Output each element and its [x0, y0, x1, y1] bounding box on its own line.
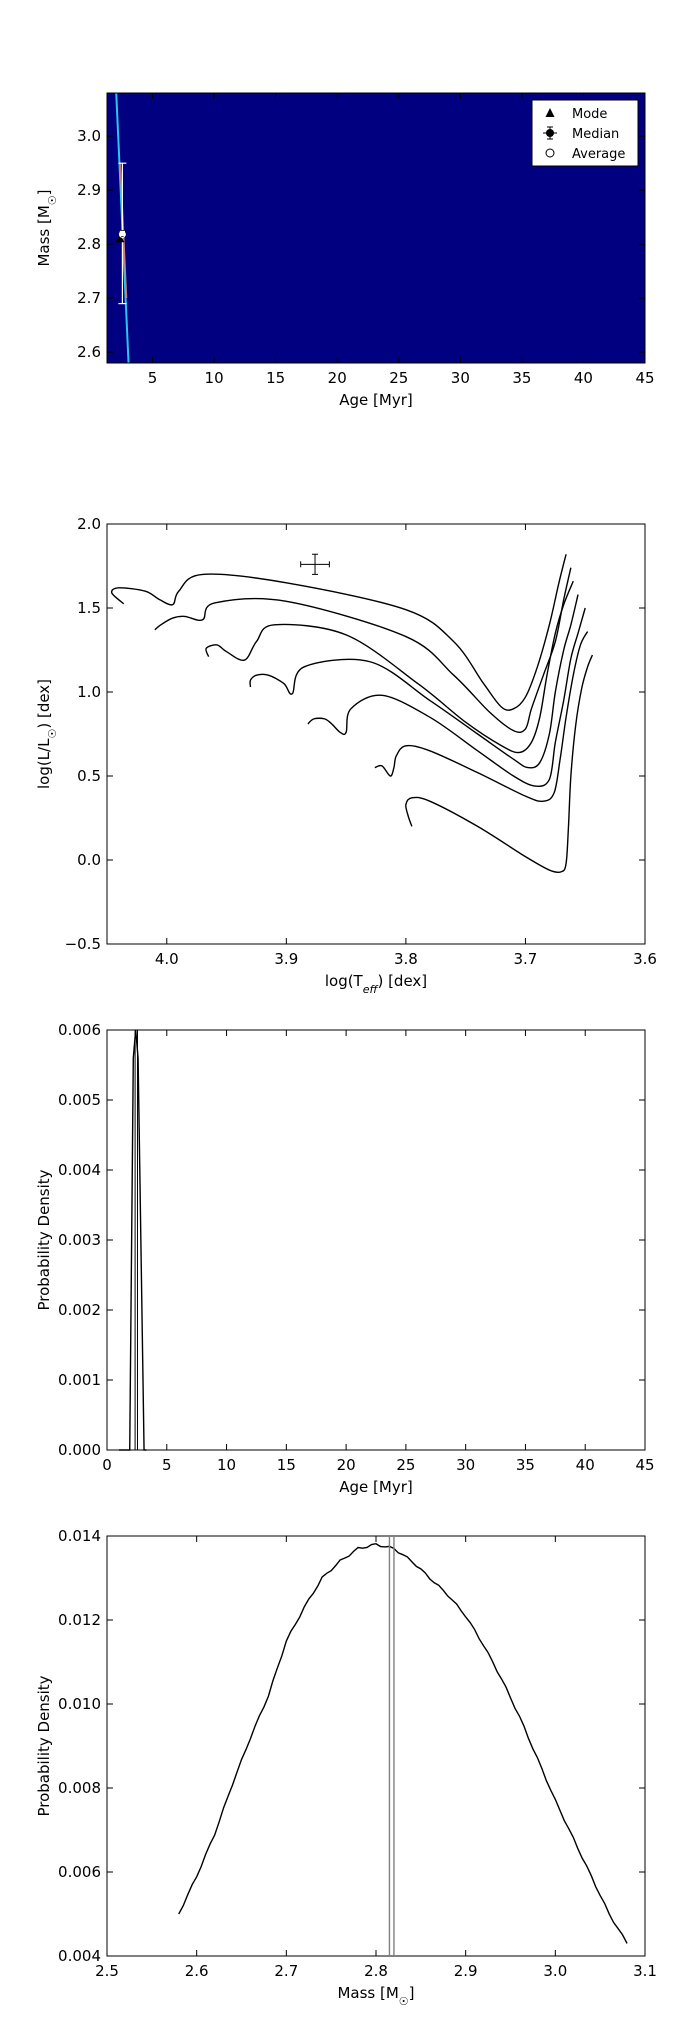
x-tick-label: 2.8 — [364, 1962, 388, 1980]
y-tick-label: 0.014 — [58, 1527, 101, 1545]
plot-frame — [106, 92, 646, 364]
x-tick-label: 3.8 — [394, 950, 418, 968]
y-tick-label: 2.8 — [77, 235, 101, 253]
y-tick-label: 0.006 — [58, 1863, 101, 1881]
legend-average-symbol — [545, 148, 555, 158]
y-tick-label: 2.0 — [77, 515, 101, 533]
x-tick-label: 3.1 — [633, 1962, 657, 1980]
evolutionary-track-3 — [205, 580, 574, 754]
y-tick-label: 2.6 — [77, 343, 101, 361]
y-axis-label: Mass [M☉] — [35, 189, 59, 266]
legend-median-symbol — [546, 129, 554, 137]
y-tick-label: 0.0 — [77, 851, 101, 869]
x-axis-label: log(Teff) [dex] — [325, 972, 427, 996]
y-tick-label: 0.005 — [58, 1091, 101, 1109]
y-tick-label: 1.0 — [77, 683, 101, 701]
y-tick-label: 0.006 — [58, 1021, 101, 1039]
evolutionary-track-4 — [249, 594, 579, 769]
x-tick-label: 3.6 — [633, 950, 657, 968]
plot-frame — [106, 523, 646, 945]
y-tick-label: 0.004 — [58, 1947, 101, 1965]
y-tick-label: 0.003 — [58, 1231, 101, 1249]
x-tick-label: 0 — [102, 1456, 112, 1474]
x-tick-label: 20 — [328, 369, 347, 387]
y-tick-label: 0.010 — [58, 1695, 101, 1713]
evolutionary-track-5 — [307, 607, 586, 787]
x-tick-label: 5 — [162, 1456, 172, 1474]
legend-mode-symbol — [545, 108, 555, 117]
x-tick-label: 2.9 — [454, 1962, 478, 1980]
x-axis-label: Age [Myr] — [339, 391, 412, 409]
x-tick-label: 15 — [277, 1456, 296, 1474]
x-tick-label: 3.9 — [274, 950, 298, 968]
y-axis-label: Probability Density — [35, 1169, 53, 1310]
y-tick-label: −0.5 — [65, 935, 101, 953]
x-tick-label: 45 — [635, 1456, 654, 1474]
x-tick-label: 25 — [389, 369, 408, 387]
y-tick-label: 0.001 — [58, 1371, 101, 1389]
y-tick-label: 0.5 — [77, 767, 101, 785]
x-tick-label: 35 — [512, 369, 531, 387]
x-tick-label: 35 — [516, 1456, 535, 1474]
y-tick-label: 1.5 — [77, 599, 101, 617]
x-tick-label: 25 — [396, 1456, 415, 1474]
mass-age-heatmap-panel: 5 10 15 20 25 30 35 40 45 2.6 2.7 2.8 2.9 3.0 Age [Myr… — [35, 92, 655, 409]
legend: Mode Median Average — [531, 99, 639, 167]
y-tick-label: 0.008 — [58, 1779, 101, 1797]
x-tick-label: 2.7 — [274, 1962, 298, 1980]
y-axis-label: log(L/L☉) [dex] — [35, 679, 59, 789]
x-tick-label: 45 — [635, 369, 654, 387]
x-tick-label: 10 — [205, 369, 224, 387]
x-tick-label: 5 — [148, 369, 158, 387]
x-tick-label: 4.0 — [155, 950, 179, 968]
age-density-panel: 0 5 10 15 20 25 30 35 40 45 0.000 0.001 0.002 0.003 0.… — [35, 1021, 655, 1496]
y-tick-label: 0.002 — [58, 1301, 101, 1319]
legend-entry-label: Mode — [572, 107, 607, 122]
x-tick-label: 10 — [217, 1456, 236, 1474]
mass-density-panel: 2.5 2.6 2.7 2.8 2.9 3.0 3.1 0.004 0.006 0.008 0.01… — [35, 1527, 657, 2008]
hr-diagram-panel: 4.0 3.9 3.8 3.7 3.6 −0.5 0.0 0.5 1.0 1.5 2.0 log(Te… — [35, 515, 657, 996]
y-tick-label: 2.7 — [77, 289, 101, 307]
x-tick-label: 40 — [574, 369, 593, 387]
legend-entry-label: Average — [572, 147, 625, 162]
y-tick-label: 0.000 — [58, 1441, 101, 1459]
x-tick-label: 15 — [266, 369, 285, 387]
x-tick-label: 20 — [337, 1456, 356, 1474]
y-axis-label: Probability Density — [35, 1675, 53, 1816]
legend-entry-label: Median — [572, 127, 619, 142]
y-tick-label: 0.012 — [58, 1611, 101, 1629]
evolutionary-track-6 — [374, 631, 589, 803]
plot-frame — [106, 1535, 646, 1957]
x-tick-label: 30 — [456, 1456, 475, 1474]
x-tick-label: 30 — [451, 369, 470, 387]
mass-density-curve — [178, 1542, 628, 1944]
evolutionary-track-7 — [405, 654, 594, 874]
mode-marker — [115, 233, 125, 243]
y-tick-label: 3.0 — [77, 127, 101, 145]
age-density-curve — [118, 1029, 147, 1451]
x-tick-label: 2.5 — [95, 1962, 119, 1980]
x-tick-label: 2.6 — [185, 1962, 209, 1980]
y-tick-label: 0.004 — [58, 1161, 101, 1179]
x-tick-label: 3.7 — [514, 950, 538, 968]
x-axis-label: Age [Myr] — [339, 1478, 412, 1496]
plot-frame — [106, 1029, 646, 1451]
x-axis-label: Mass [M☉] — [337, 1984, 414, 2008]
x-tick-label: 3.0 — [543, 1962, 567, 1980]
evolutionary-track-2 — [154, 567, 572, 733]
x-tick-label: 40 — [576, 1456, 595, 1474]
y-tick-label: 2.9 — [77, 181, 101, 199]
average-marker — [118, 230, 126, 238]
evolutionary-track-1 — [110, 554, 567, 711]
